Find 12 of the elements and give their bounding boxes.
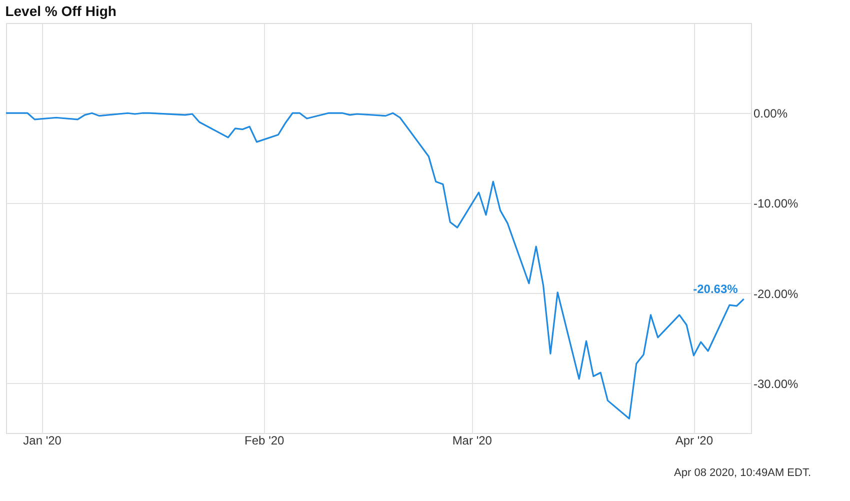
y-tick-label: 0.00% [754,106,788,121]
x-tick-label: Jan '20 [23,434,62,448]
line-series [5,112,745,420]
y-tick-label: -30.00% [754,376,799,391]
y-tick-label: -20.00% [754,286,799,301]
annotation: -20.63% [693,282,738,296]
y-tick-label: -10.00% [754,196,799,211]
chart-title: Level % Off High [5,3,116,19]
x-tick-label: Apr '20 [675,434,714,448]
text: Apr 08 2020, 10:49AM EDT. [674,467,811,479]
x-tick-label: Feb '20 [244,434,285,448]
x-tick-label: Mar '20 [452,434,492,448]
